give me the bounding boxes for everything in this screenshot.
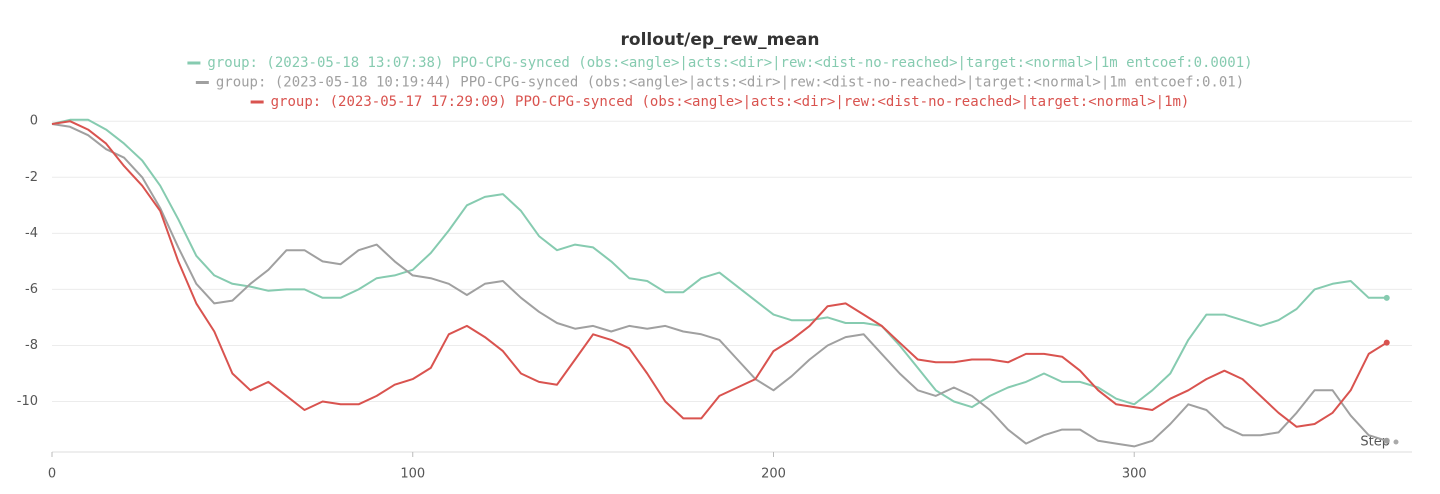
x-axis-label: Step [1360,435,1390,450]
end-point [1383,339,1390,346]
legend-label: group: (2023-05-17 17:29:09) PPO-CPG-syn… [271,94,1190,110]
x-tick-label: 300 [1122,467,1147,482]
y-tick-label: 0 [30,114,38,129]
series-line [51,120,1388,428]
legend-label: group: (2023-05-18 13:07:38) PPO-CPG-syn… [207,55,1252,71]
x-axis-label-dot [1393,439,1399,445]
y-tick-label: -4 [25,226,38,241]
series-line [51,123,1387,448]
x-tick-label: 200 [761,467,786,482]
end-point [1383,294,1390,301]
x-tick-label: 100 [400,467,425,482]
legend-label: group: (2023-05-18 10:19:44) PPO-CPG-syn… [216,75,1244,91]
y-tick-label: -2 [25,170,38,185]
y-tick-label: -8 [25,338,38,353]
x-tick-label: 0 [48,467,56,482]
series-line [51,118,1387,409]
chart-title: rollout/ep_rew_mean [621,30,820,50]
y-tick-label: -6 [25,282,38,297]
end-point [1383,437,1390,444]
y-tick-label: -10 [17,394,38,409]
